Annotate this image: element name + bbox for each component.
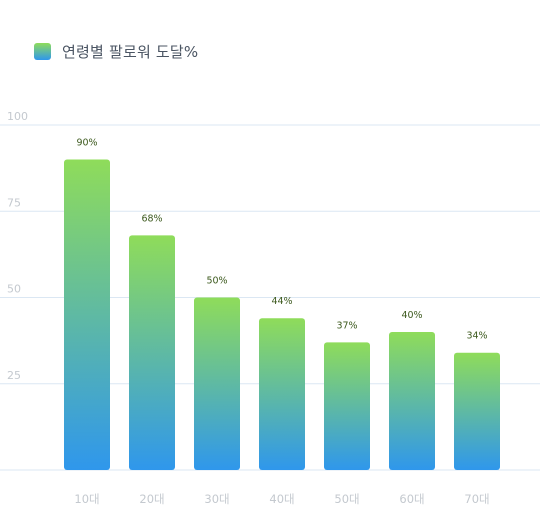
bar-value-label: 90% xyxy=(76,138,97,149)
legend-label: 연령별 팔로워 도달% xyxy=(62,43,199,61)
bar xyxy=(259,318,305,470)
legend: 연령별 팔로워 도달% xyxy=(34,41,198,62)
y-tick-label: 50 xyxy=(7,283,21,296)
x-tick-label: 30대 xyxy=(204,492,229,506)
bar-value-label: 34% xyxy=(466,331,487,342)
y-tick-label: 25 xyxy=(7,369,21,382)
bar-value-label: 50% xyxy=(206,276,227,287)
y-tick-label: 75 xyxy=(7,196,21,209)
bar-layer: 90% 10대 68% 20대 50% 30대 44% 40대 37% 50대 40% 60대 34% 7… xyxy=(64,138,500,506)
x-tick-label: 40대 xyxy=(269,492,294,506)
x-tick-label: 20대 xyxy=(139,492,164,506)
x-tick-label: 50대 xyxy=(334,492,359,506)
bar xyxy=(389,332,435,470)
bar xyxy=(64,159,110,470)
y-tick-label: 100 xyxy=(7,110,28,123)
bar xyxy=(454,352,500,470)
bar-value-label: 40% xyxy=(401,310,422,321)
bar xyxy=(194,297,240,470)
bar xyxy=(129,235,175,470)
bar-value-label: 37% xyxy=(336,320,357,331)
x-tick-label: 60대 xyxy=(399,492,424,506)
bar xyxy=(324,342,370,470)
x-tick-label: 10대 xyxy=(74,492,99,506)
bar-value-label: 44% xyxy=(271,296,292,307)
legend-swatch xyxy=(34,43,51,60)
bar-value-label: 68% xyxy=(141,213,162,224)
x-tick-label: 70대 xyxy=(464,492,489,506)
